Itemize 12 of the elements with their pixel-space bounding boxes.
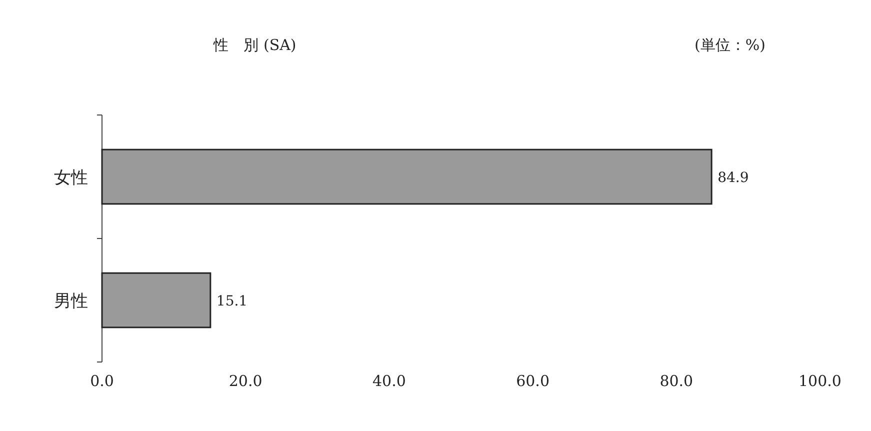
x-tick-label: 100.0 xyxy=(798,372,842,390)
x-tick-label: 0.0 xyxy=(90,372,114,390)
chart-title: 性 別 (SA) xyxy=(212,36,296,54)
data-label: 84.9 xyxy=(718,170,749,186)
y-tick-label: 女性 xyxy=(54,168,88,188)
text: (単位：%) xyxy=(694,36,766,54)
x-tick-label: 80.0 xyxy=(660,372,694,390)
x-tick-label: 60.0 xyxy=(516,372,550,390)
x-tick-label: 20.0 xyxy=(228,372,262,390)
data-label: 15.1 xyxy=(216,293,248,310)
y-tick-label: 男性 xyxy=(54,291,88,312)
x-tick-label: 40.0 xyxy=(372,372,406,390)
